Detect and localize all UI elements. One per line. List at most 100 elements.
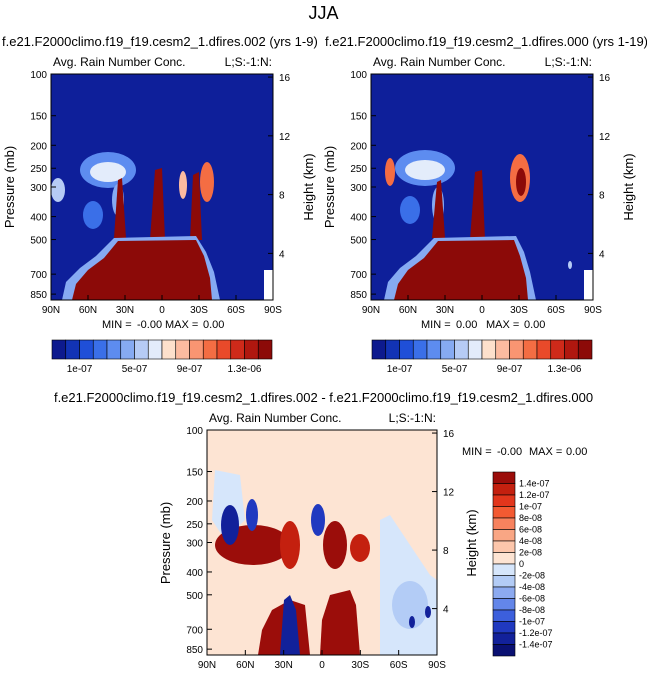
colorbar-label: 4e-08	[519, 536, 542, 546]
y-tick-label: 500	[186, 591, 203, 602]
panel-2-speck	[568, 261, 572, 269]
colorbar-swatch	[492, 494, 516, 507]
y-tick-label: 700	[350, 270, 367, 281]
y-tick-label: 250	[30, 164, 47, 175]
panel-1-tower-30n	[114, 178, 126, 238]
x-tick-label: 90S	[584, 305, 602, 316]
panel-1-tower-0	[150, 168, 165, 240]
colorbar-label: -1.2e-07	[519, 628, 553, 638]
panel-2-title: f.e21.F2000climo.f19_f19.cesm2_1.dfires.…	[325, 34, 647, 49]
x-tick-label: 90S	[428, 660, 446, 671]
y-tick-label: 300	[186, 539, 203, 550]
panel-1-subtitle-left: Avg. Rain Number Conc.	[53, 55, 186, 69]
colorbar-swatch	[577, 339, 593, 360]
panel-2-tower-0	[470, 170, 485, 240]
panel-2-plume-25s-core	[516, 168, 526, 196]
panel-1-max-value: 0.00	[203, 319, 224, 331]
panel-2-y2label: Height (km)	[621, 153, 636, 220]
panel-3-max-label: MAX =	[529, 446, 562, 458]
colorbar-label: 9e-07	[177, 364, 203, 375]
panel-2-max-label: MAX =	[486, 319, 519, 331]
panel-3-y2label: Height (km)	[464, 509, 479, 576]
colorbar-label: -1.4e-07	[519, 640, 553, 650]
x-tick-label: 30S	[190, 305, 208, 316]
x-tick-label: 0	[479, 305, 485, 316]
panel-2-min-label: MIN =	[421, 319, 451, 331]
colorbar-label: 1.3e-06	[548, 364, 582, 375]
panel-1-min-value: -0.00	[137, 319, 162, 331]
y-tick-label: 200	[350, 141, 367, 152]
panel-3-neg-blob-2	[246, 499, 258, 531]
panel-1-ylabel: Pressure (mb)	[2, 146, 17, 228]
colorbar-label: 1.4e-07	[519, 479, 550, 489]
colorbar-label: -1e-07	[519, 617, 545, 627]
y-tick-label: 400	[350, 213, 367, 224]
x-tick-label: 30S	[351, 660, 369, 671]
colorbar-label: 0	[519, 559, 524, 569]
y2-tick-label: 16	[599, 73, 611, 84]
colorbar-label: 9e-07	[497, 364, 523, 375]
panel-1-min-label: MIN =	[102, 319, 132, 331]
colorbar-swatch	[492, 632, 516, 645]
y-tick-label: 400	[186, 568, 203, 579]
colorbar-label: -8e-08	[519, 605, 545, 615]
colorbar-label: 5e-07	[442, 364, 468, 375]
panel-2-lower-mass	[394, 240, 528, 300]
panel-3-neg-speck-b	[425, 606, 431, 618]
panel-2-colorbar: 1e-07 5e-07 9e-07 1.3e-06	[371, 339, 593, 375]
panel-2-plume-nh-core	[405, 160, 445, 180]
colorbar-swatch	[492, 563, 516, 576]
x-tick-label: 90N	[198, 660, 216, 671]
panel-3-x-ticks: 90N 60N 30N 0 30S 60S 90S	[198, 650, 446, 671]
y-tick-label: 850	[186, 645, 203, 656]
panel-2-max-value: 0.00	[524, 319, 545, 331]
panel-2-plume-60n	[385, 158, 395, 186]
panel-2-x-ticks: 90N 60N 30N 0 30S 60S 90S	[362, 295, 602, 316]
panel-1-x-ticks: 90N 60N 30N 0 30S 60S 90S	[42, 295, 282, 316]
panel-3-neg-lower	[280, 595, 300, 655]
colorbar-label: -6e-08	[519, 594, 545, 604]
y2-tick-label: 4	[599, 249, 605, 260]
panel-2-subtitle-right: L;S:-1:N:	[545, 55, 592, 69]
y-tick-label: 850	[30, 290, 47, 301]
colorbar-label: 5e-07	[122, 364, 148, 375]
panel-1-plume-30s	[200, 162, 214, 202]
panel-2-ylabel: Pressure (mb)	[322, 146, 337, 228]
panel-3-pos-30n	[280, 521, 300, 569]
x-tick-label: 90N	[42, 305, 60, 316]
y2-tick-label: 4	[443, 605, 449, 616]
colorbar-swatch	[492, 552, 516, 565]
panel-1-tower-20s	[190, 172, 202, 240]
colorbar-label: 1e-07	[387, 364, 413, 375]
x-tick-label: 60N	[79, 305, 97, 316]
colorbar-swatch	[257, 339, 273, 360]
y2-tick-label: 8	[279, 191, 285, 202]
panel-2-field	[371, 74, 593, 300]
colorbar-swatch	[492, 483, 516, 496]
panel-1-missing-right	[264, 270, 273, 300]
panel-1-plume-90n	[51, 178, 65, 202]
x-tick-label: 60N	[236, 660, 254, 671]
colorbar-swatch	[492, 644, 516, 657]
colorbar-label: 8e-08	[519, 513, 542, 523]
y-tick-label: 300	[30, 183, 47, 194]
panel-3-pos-10s	[323, 521, 347, 569]
panel-3-neg-0	[311, 504, 325, 536]
colorbar-label: -2e-08	[519, 571, 545, 581]
x-tick-label: 30S	[510, 305, 528, 316]
y2-tick-label: 8	[443, 546, 449, 557]
x-tick-label: 30N	[436, 305, 454, 316]
x-tick-label: 0	[319, 660, 325, 671]
panel-1-lower-mass	[72, 240, 212, 300]
panel-1-subtitle-right: L;S:-1:N:	[225, 55, 272, 69]
y-tick-label: 100	[30, 70, 47, 81]
y-tick-label: 100	[350, 70, 367, 81]
x-tick-label: 30N	[274, 660, 292, 671]
x-tick-label: 30N	[116, 305, 134, 316]
y-tick-label: 400	[30, 213, 47, 224]
colorbar-label: -4e-08	[519, 582, 545, 592]
panel-3-neg-left-blob	[221, 505, 239, 545]
